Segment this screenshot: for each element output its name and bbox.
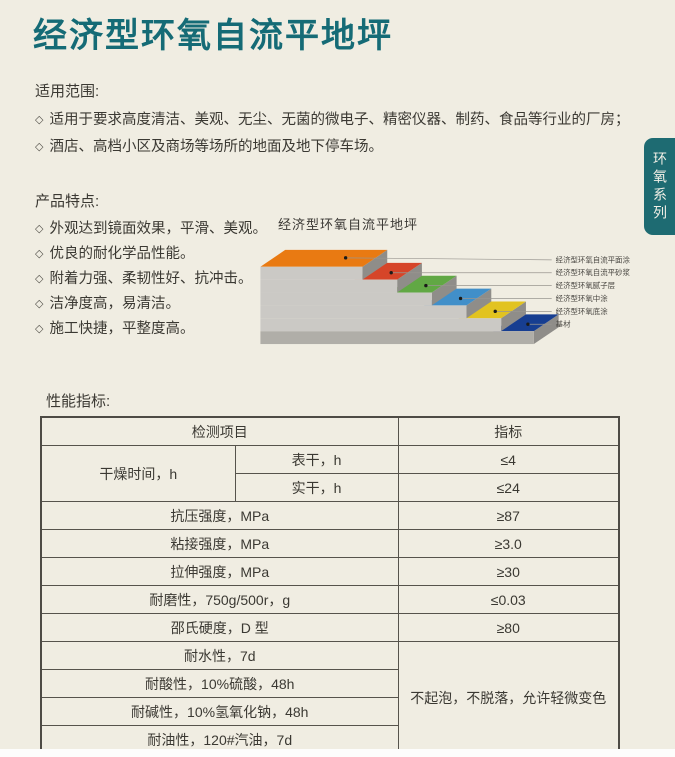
scope-item-text: 酒店、高档小区及商场等场所的地面及地下停车场。	[49, 139, 383, 155]
cell-value: ≤0.03	[397, 585, 620, 614]
table-row: 实干，h ≤24	[41, 473, 620, 502]
table-row: 耐酸性，10%硫酸，48h	[40, 669, 619, 698]
diagram-layer-mortar	[260, 262, 422, 293]
table-row: 耐碱性，10%氢氧化钠，48h	[40, 697, 619, 726]
table-row: 拉伸强度，MPa ≥30	[40, 557, 620, 586]
diagram-layer-primer	[260, 301, 526, 332]
layer-label: 经济型环氧自流平面涂	[556, 254, 631, 264]
cell-value: ≥80	[397, 613, 620, 642]
feature-item: ◇ 洁净度高，易清洁。	[35, 292, 275, 317]
cell-item: 耐酸性，10%硫酸，48h	[40, 669, 399, 698]
layer-label: 经济型环氧自流平砂浆	[556, 267, 631, 277]
feature-item-text: 附着力强、柔韧性好、抗冲击。	[49, 271, 253, 287]
cell-hard-dry-value: ≤24	[397, 473, 620, 502]
feature-item-text: 洁净度高，易清洁。	[49, 296, 180, 312]
cell-item: 邵氏硬度，D 型	[40, 613, 399, 642]
cell-hard-dry: 实干，h	[234, 473, 399, 502]
performance-heading: 性能指标:	[46, 393, 111, 410]
feature-item: ◇ 优良的耐化学品性能。	[35, 242, 275, 267]
feature-item-text: 施工快捷，平整度高。	[49, 321, 195, 337]
diamond-bullet-icon: ◇	[35, 223, 44, 235]
leader-lines	[345, 257, 552, 325]
features-heading: 产品特点:	[35, 193, 100, 210]
performance-table: 检测项目 指标 干燥时间，h 表干，h ≤4 实干，h ≤24 抗压强度，MPa…	[40, 416, 620, 755]
layer-stack-illustration: 经济型环氧自流平面涂 经济型环氧自流平砂浆 经济型环氧腻子层 经济型环氧中涂 经…	[260, 249, 631, 345]
layer-label: 经济型环氧腻子层	[556, 280, 615, 290]
epoxy-series-tab[interactable]: 环氧系列	[644, 138, 675, 235]
scope-item: ◇ 适用于要求高度清洁、美观、无尘、无菌的微电子、精密仪器、制药、食品等行业的厂…	[35, 107, 635, 134]
feature-item: ◇ 施工快捷，平整度高。	[35, 317, 275, 342]
diagram-layer-midcoat	[260, 288, 492, 319]
cell-group-value: 不起泡，不脱落，允许轻微变色	[397, 641, 620, 755]
layer-label: 基材	[556, 319, 571, 329]
table-header-row: 检测项目 指标	[40, 416, 620, 446]
scope-item-text: 适用于要求高度清洁、美观、无尘、无菌的微电子、精密仪器、制药、食品等行业的厂房；	[49, 112, 630, 128]
diamond-bullet-icon: ◇	[35, 323, 44, 335]
feature-item-text: 优良的耐化学品性能。	[49, 246, 195, 262]
leader-dots	[343, 256, 530, 326]
cell-value: ≥3.0	[397, 529, 620, 558]
table-row: 粘接强度，MPa ≥3.0	[40, 529, 620, 558]
diagram-layer-putty	[260, 275, 457, 306]
performance-section: 性能指标: 检测项目 指标 干燥时间，h 表干，h ≤4 实干，h ≤24 抗压…	[40, 390, 620, 755]
cell-item: 粘接强度，MPa	[40, 529, 399, 558]
cell-drying-time: 干燥时间，h	[40, 445, 236, 502]
page-bottom-margin	[0, 749, 675, 757]
table-row: 干燥时间，h 表干，h ≤4	[40, 445, 620, 502]
feature-item: ◇ 外观达到镜面效果，平滑、美观。	[35, 217, 275, 242]
scope-section: 适用范围: ◇ 适用于要求高度清洁、美观、无尘、无菌的微电子、精密仪器、制药、食…	[35, 80, 635, 161]
cell-value: ≥30	[397, 557, 620, 586]
table-row: 抗压强度，MPa ≥87	[40, 501, 620, 530]
cell-surface-dry: 表干，h	[234, 445, 399, 474]
layer-label: 经济型环氧底涂	[556, 306, 609, 316]
feature-item: ◇ 附着力强、柔韧性好、抗冲击。	[35, 267, 275, 292]
table-row: 耐水性，7d 不起泡，不脱落，允许轻微变色	[40, 641, 620, 755]
diamond-bullet-icon: ◇	[35, 141, 44, 153]
features-section: 产品特点: ◇ 外观达到镜面效果，平滑、美观。 ◇ 优良的耐化学品性能。 ◇ 附…	[35, 190, 275, 342]
scope-item: ◇ 酒店、高档小区及商场等场所的地面及地下停车场。	[35, 134, 635, 161]
header-test-item: 检测项目	[40, 416, 399, 446]
cell-value: ≥87	[397, 501, 620, 530]
layer-labels: 经济型环氧自流平面涂 经济型环氧自流平砂浆 经济型环氧腻子层 经济型环氧中涂 经…	[556, 254, 631, 328]
cell-item: 抗压强度，MPa	[40, 501, 399, 530]
cell-item: 耐磨性，750g/500r，g	[40, 585, 399, 614]
table-row: 邵氏硬度，D 型 ≥80	[40, 613, 620, 642]
scope-heading: 适用范围:	[35, 83, 100, 100]
header-indicator: 指标	[397, 416, 620, 446]
diamond-bullet-icon: ◇	[35, 114, 44, 126]
table-row: 耐磨性，750g/500r，g ≤0.03	[40, 585, 620, 614]
page-title: 经济型环氧自流平地坪	[33, 17, 393, 55]
cell-item: 耐水性，7d	[40, 641, 399, 670]
diamond-bullet-icon: ◇	[35, 273, 44, 285]
diagram-title: 经济型环氧自流平地坪	[278, 217, 419, 232]
diagram-layer-topcoat	[260, 249, 388, 280]
cell-item: 耐碱性，10%氢氧化钠，48h	[40, 697, 399, 726]
feature-item-text: 外观达到镜面效果，平滑、美观。	[49, 221, 267, 237]
diamond-bullet-icon: ◇	[35, 248, 44, 260]
cell-item: 拉伸强度，MPa	[40, 557, 399, 586]
layer-label: 经济型环氧中涂	[556, 293, 609, 303]
cell-surface-dry-value: ≤4	[397, 445, 620, 474]
diagram-layer-base	[260, 314, 559, 345]
diamond-bullet-icon: ◇	[35, 298, 44, 310]
floor-layer-diagram: 经济型环氧自流平地坪	[258, 214, 675, 350]
